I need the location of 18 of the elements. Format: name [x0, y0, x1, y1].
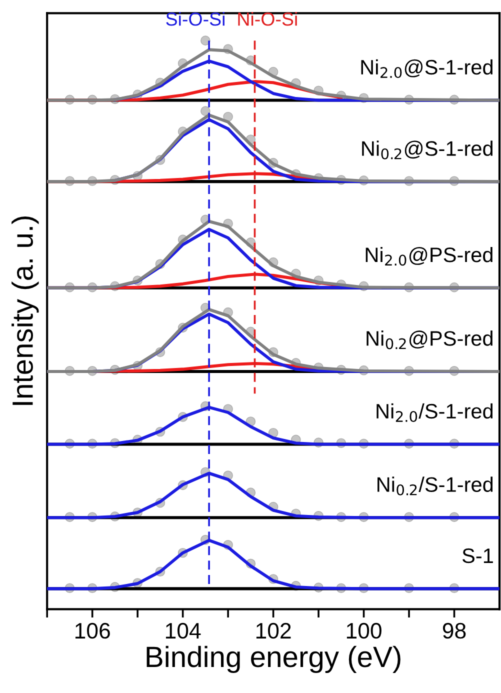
x-tick-label: 100: [346, 622, 382, 639]
series-label: S-1: [462, 548, 493, 564]
point: [200, 36, 210, 46]
series-label: Ni-O-Si: [238, 12, 297, 26]
x-axis-title: Binding energy (eV): [146, 646, 400, 674]
x-tick-label: 106: [75, 622, 110, 639]
point: [200, 106, 210, 116]
series-label: Ni$_{0.2}$/S-1-red: [378, 476, 493, 496]
x-tick-label: 102: [256, 622, 291, 639]
series-label: Ni$_{2.0}$/S-1-red: [376, 403, 493, 422]
series-label: Ni$_{2.0}$@S-1-red: [361, 59, 492, 78]
x-tick-label: 104: [166, 622, 201, 639]
series-label: Ni$_{0.2}$@S-1-red: [362, 140, 493, 160]
y-axis-title: Intensity (a. u.): [12, 216, 39, 405]
series-label: Ni$_{0.2}$@PS-red: [366, 330, 492, 350]
series-label: Si-O-Si: [166, 12, 224, 26]
x-tick-label: 98: [442, 622, 466, 639]
series-label: Ni$_{2.0}$@PS-red: [366, 246, 492, 266]
